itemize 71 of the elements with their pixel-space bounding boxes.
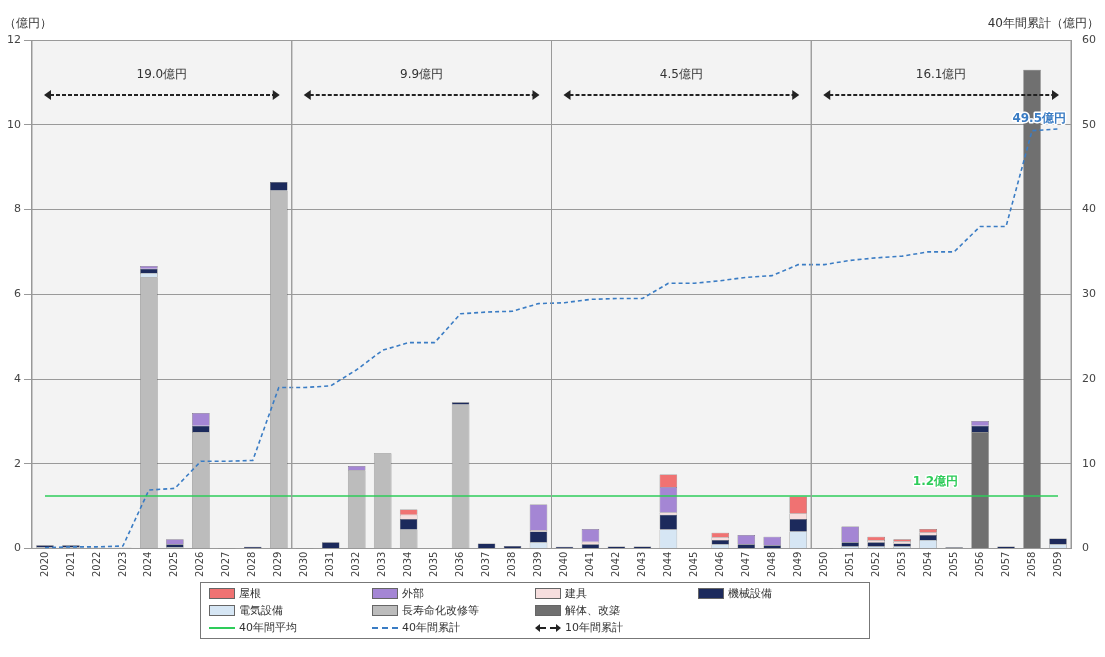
x-tick-label: 2048 [765,551,777,577]
x-tick-label: 2042 [610,551,622,577]
x-tick-label: 2046 [713,551,725,577]
x-tick-label: 2024 [142,551,154,577]
x-tick-label: 2030 [298,551,310,577]
y2-tick-label: 30 [1082,287,1096,301]
x-tick-label: 2047 [739,551,751,577]
x-tick-label: 2037 [480,551,492,577]
x-tick-label: 2053 [895,551,907,577]
legend-label: 40年間平均 [239,620,297,635]
y2-tick-label: 40 [1082,202,1096,216]
y-tick-label: 12 [7,32,21,46]
y2-axis-title: 40年間累計（億円） [987,16,1099,31]
legend-label: 機械設備 [728,586,772,601]
x-tick-label: 2026 [194,551,206,577]
x-tick-label: 2022 [90,551,102,577]
x-tick-label: 2050 [817,551,829,577]
x-tick-label: 2057 [999,551,1011,577]
x-tick-label: 2021 [64,551,76,577]
band-label: 9.9億円 [400,67,444,82]
y2-tick-label: 60 [1082,32,1096,46]
x-tick-label: 2032 [350,551,362,577]
x-tick-label: 2038 [506,551,518,577]
y-axis-title: （億円） [4,16,52,31]
legend-label: 外部 [402,586,424,601]
y2-tick-label: 50 [1082,117,1096,131]
y-tick-label: 0 [14,541,21,555]
y-tick-label: 4 [14,371,21,385]
x-tick-label: 2041 [584,551,596,577]
x-tick-label: 2055 [947,551,959,577]
y2-tick-label: 10 [1082,456,1096,470]
x-tick-label: 2040 [558,551,570,577]
y-tick-label: 6 [14,287,21,301]
x-tick-label: 2045 [687,551,699,577]
x-tick-label: 2025 [168,551,180,577]
band-label: 16.1億円 [915,67,967,82]
x-tick-label: 2054 [921,551,933,577]
x-tick-label: 2049 [791,551,803,577]
y-tick-label: 2 [14,456,21,470]
legend-label: 電気設備 [239,603,283,618]
x-tick-label: 2039 [532,551,544,577]
x-tick-label: 2056 [973,551,985,577]
x-tick-label: 2027 [220,551,232,577]
x-tick-label: 2033 [376,551,388,577]
legend-label: 解体、改築 [565,603,620,618]
y2-tick-label: 0 [1082,541,1089,555]
x-tick-label: 2035 [428,551,440,577]
x-tick-label: 2043 [636,551,648,577]
x-tick-label: 2036 [454,551,466,577]
x-tick-label: 2052 [869,551,881,577]
legend-label: 40年間累計 [402,620,460,635]
text: 10年間累計 [565,620,623,635]
legend-label: 長寿命化改修等 [402,603,479,618]
band-label: 4.5億円 [659,67,703,82]
x-tick-label: 2034 [402,551,414,577]
y-tick-label: 10 [7,117,21,131]
x-tick-label: 2028 [246,551,258,577]
x-tick-label: 2020 [38,551,50,577]
x-tick-label: 2031 [324,551,336,577]
y2-tick-label: 20 [1082,371,1096,385]
x-tick-label: 2058 [1025,551,1037,577]
x-tick-label: 2029 [272,551,284,577]
legend-label: 建具 [565,586,587,601]
x-tick-label: 2059 [1051,551,1063,577]
x-tick-label: 2023 [116,551,128,577]
band-label: 19.0億円 [136,67,188,82]
x-tick-label: 2044 [661,551,673,577]
legend-label: 屋根 [239,586,261,601]
y-tick-label: 8 [14,202,21,216]
data-label: 1.2億円 [912,474,959,489]
x-tick-label: 2051 [843,551,855,577]
